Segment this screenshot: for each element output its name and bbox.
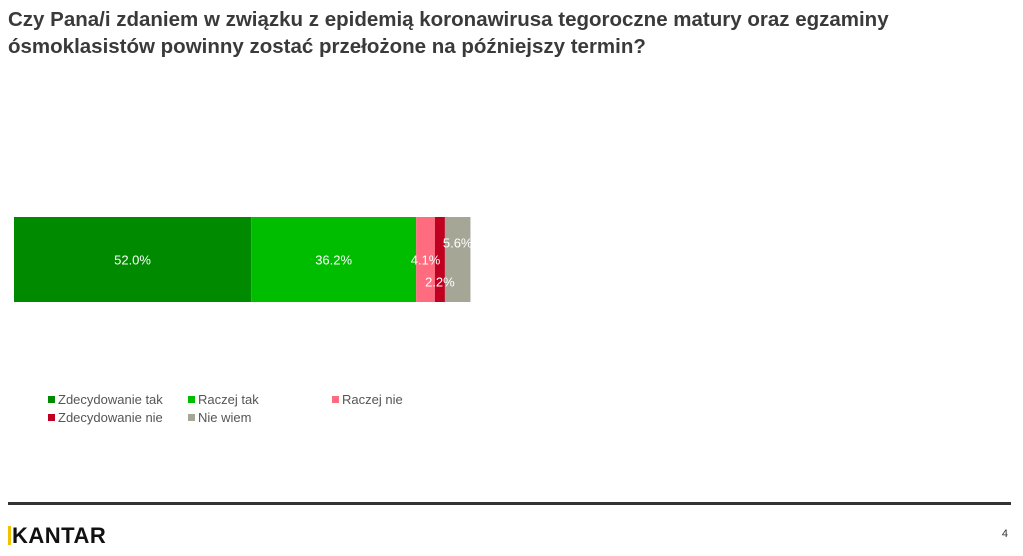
legend-swatch-zdecydowanie-tak	[48, 396, 55, 403]
data-label-zdecydowanie-tak: 52.0%	[114, 253, 151, 268]
stacked-bar-chart: 52.0% 36.2% 4.1% 2.2% 5.6%	[14, 217, 473, 302]
legend-swatch-raczej-nie	[332, 396, 339, 403]
data-label-raczej-nie: 4.1%	[411, 253, 441, 268]
kantar-logo: KANTAR	[8, 524, 106, 548]
footer-divider	[8, 502, 1011, 505]
legend-swatch-nie-wiem	[188, 414, 195, 421]
legend-label-raczej-nie: Raczej nie	[342, 392, 403, 407]
data-label-raczej-tak: 36.2%	[315, 253, 352, 268]
chart-title-line-2: ósmoklasistów powinny zostać przełożone …	[8, 35, 646, 58]
chart-legend: Zdecydowanie tak Raczej tak Raczej nie Zdec…	[48, 391, 548, 431]
brand-name: KANTAR	[12, 523, 107, 548]
logo-accent-bar	[8, 526, 11, 545]
legend-label-raczej-tak: Raczej tak	[198, 392, 259, 407]
bar-segment-raczej-nie	[416, 217, 435, 302]
bar-segment-zdecydowanie-nie	[434, 217, 445, 302]
legend-label-nie-wiem: Nie wiem	[198, 410, 252, 425]
chart-title: Czy Pana/i zdaniem w związku z epidemią …	[8, 6, 1008, 60]
bar-segment-nie-wiem	[444, 217, 471, 302]
data-label-nie-wiem: 5.6%	[443, 236, 473, 251]
legend-item-zdecydowanie-nie: Zdecydowanie nie	[48, 409, 163, 427]
data-label-zdecydowanie-nie: 2.2%	[425, 275, 455, 290]
legend-swatch-zdecydowanie-nie	[48, 414, 55, 421]
bar-segment-zdecydowanie-tak	[14, 217, 252, 302]
legend-label-zdecydowanie-nie: Zdecydowanie nie	[58, 410, 163, 425]
page-number: 4	[1001, 528, 1008, 540]
chart-title-line-1: Czy Pana/i zdaniem w związku z epidemią …	[8, 8, 889, 31]
legend-item-nie-wiem: Nie wiem	[188, 409, 251, 427]
legend-swatch-raczej-tak	[188, 396, 195, 403]
legend-item-raczej-tak: Raczej tak	[188, 391, 259, 409]
legend-item-zdecydowanie-tak: Zdecydowanie tak	[48, 391, 163, 409]
legend-label-zdecydowanie-tak: Zdecydowanie tak	[58, 392, 163, 407]
bar-segment-raczej-tak	[251, 217, 417, 302]
legend-item-raczej-nie: Raczej nie	[332, 391, 403, 409]
